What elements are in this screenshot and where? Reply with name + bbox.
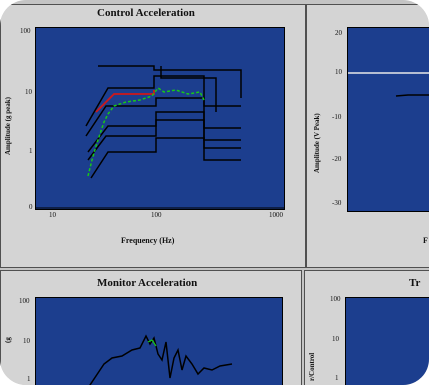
amplitude-v-plot[interactable] [347, 27, 429, 212]
monitor-acceleration-panel: Monitor Acceleration (g 100 10 1 [0, 270, 302, 385]
amplitude-v-y-tick-10: 10 [335, 68, 342, 76]
monitor-response-highlight [147, 339, 157, 347]
monitor-y-tick-100: 100 [19, 297, 30, 305]
control-reference-line [95, 90, 155, 113]
control-y-tick-10: 10 [25, 88, 32, 96]
amplitude-v-y-tick-m10: -10 [332, 113, 342, 121]
transfer-panel: Tr r/Control 100 10 1 [304, 270, 429, 385]
monitor-acceleration-title: Monitor Acceleration [97, 277, 198, 289]
amplitude-v-y-tick-m30: -30 [332, 199, 342, 207]
transfer-y-tick-10: 10 [332, 335, 339, 343]
amplitude-v-y-axis-label: Amplitude (V Peak) [313, 113, 321, 173]
transfer-plot[interactable] [345, 297, 429, 385]
monitor-response-line [89, 334, 233, 385]
control-y-tick-100: 100 [20, 27, 31, 35]
control-y-tick-1: 1 [29, 147, 33, 155]
control-x-axis-label: Frequency (Hz) [121, 236, 175, 245]
monitor-acceleration-plot[interactable] [35, 297, 283, 385]
amplitude-v-chart [348, 72, 429, 97]
control-y-tick-0: 0 [29, 203, 33, 211]
amplitude-v-y-tick-20: 20 [335, 29, 342, 37]
transfer-y-tick-100: 100 [330, 295, 341, 303]
control-x-tick-10: 10 [49, 211, 56, 219]
control-acceleration-plot[interactable] [35, 27, 285, 210]
transfer-y-tick-1: 1 [335, 374, 339, 382]
transfer-y-axis-label: r/Control [308, 352, 316, 381]
control-acceleration-title: Control Acceleration [97, 7, 195, 19]
control-tolerance-lines [85, 65, 242, 179]
control-response-line [87, 86, 205, 177]
control-acceleration-panel: Control Acceleration Amplitude (g peak) … [0, 4, 306, 268]
monitor-y-tick-10: 10 [23, 337, 30, 345]
amplitude-v-x-axis-label: F [423, 236, 428, 245]
control-acceleration-chart [36, 65, 284, 209]
monitor-y-tick-1: 1 [27, 375, 31, 383]
amplitude-v-response-line [395, 94, 429, 97]
amplitude-v-panel: Amplitude (V Peak) 20 10 -10 -20 -30 F [306, 4, 429, 268]
monitor-y-axis-label: (g [4, 337, 12, 343]
amplitude-v-y-tick-m20: -20 [332, 155, 342, 163]
control-y-axis-label: Amplitude (g peak) [4, 97, 12, 155]
control-x-tick-1000: 1000 [269, 211, 283, 219]
monitor-acceleration-chart [89, 334, 233, 385]
control-x-tick-100: 100 [151, 211, 162, 219]
transfer-title: Tr [409, 277, 421, 289]
